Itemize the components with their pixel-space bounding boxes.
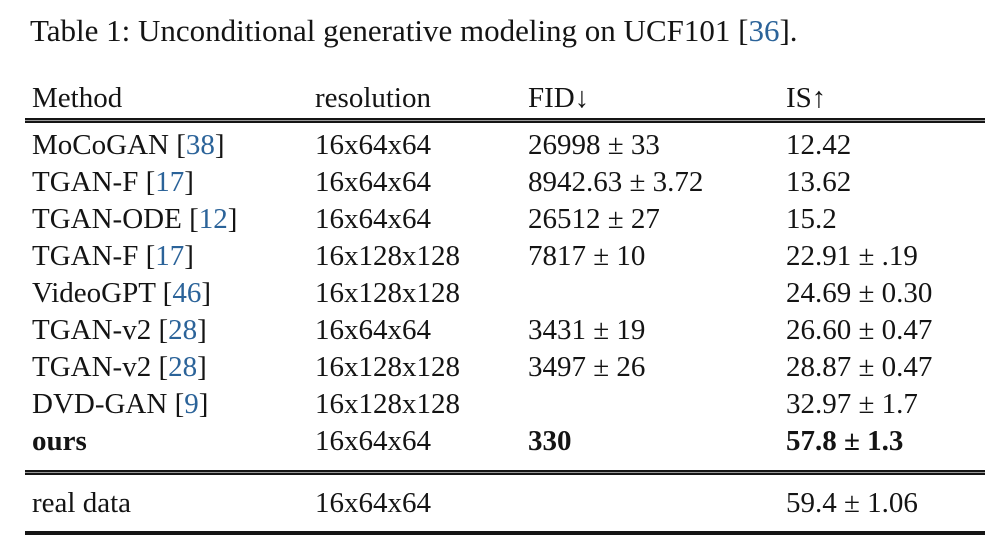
method-cell: TGAN-F [17] xyxy=(25,238,315,275)
citation-link[interactable]: 38 xyxy=(185,129,215,161)
citation-link[interactable]: 12 xyxy=(198,203,228,235)
caption-citation-link[interactable]: 36 xyxy=(748,13,780,48)
fid-cell xyxy=(528,386,786,423)
cite-open-bracket: [ xyxy=(155,277,173,309)
is-cell: 26.60 ± 0.47 xyxy=(786,314,933,346)
cite-close-bracket: ] xyxy=(184,240,194,272)
table-row-real-data: real data 16x64x64 59.4 ± 1.06 xyxy=(25,475,985,531)
cite-open-bracket: [ xyxy=(181,203,199,235)
header-is: IS↑ xyxy=(786,82,827,114)
resolution-cell: 16x64x64 xyxy=(315,203,431,235)
cite-open-bracket: [ xyxy=(151,351,169,383)
is-cell: 32.97 ± 1.7 xyxy=(786,388,918,420)
citation-link[interactable]: 17 xyxy=(155,240,185,272)
method-cell: TGAN-v2 [28] xyxy=(25,312,315,349)
is-cell: 24.69 ± 0.30 xyxy=(786,277,933,309)
table-row: TGAN-F [17] 16x64x64 8942.63 ± 3.72 13.6… xyxy=(25,164,985,201)
cite-close-bracket: ] xyxy=(184,166,194,198)
table-row: TGAN-ODE [12] 16x64x64 26512 ± 27 15.2 xyxy=(25,201,985,238)
citation-link[interactable]: 9 xyxy=(184,388,199,420)
cite-close-bracket: ] xyxy=(227,203,238,235)
method-name: TGAN-v2 xyxy=(32,314,152,346)
caption-text: Table 1: Unconditional generative modeli… xyxy=(30,13,731,48)
resolution-cell: 16x64x64 xyxy=(315,166,431,198)
table-row: VideoGPT [46] 16x128x128 24.69 ± 0.30 xyxy=(25,275,985,312)
fid-cell xyxy=(528,275,786,312)
table-row: MoCoGAN [38] 16x64x64 26998 ± 33 12.42 xyxy=(25,127,985,164)
fid-cell: 26998 ± 33 xyxy=(528,129,660,161)
method-cell: ours xyxy=(32,425,87,457)
table-row: DVD-GAN [9] 16x128x128 32.97 ± 1.7 xyxy=(25,386,985,423)
caption-suffix: ]. xyxy=(779,13,798,48)
resolution-cell: 16x128x128 xyxy=(315,277,460,309)
cite-open-bracket: [ xyxy=(168,129,186,161)
is-cell: 12.42 xyxy=(786,129,852,161)
method-cell: real data xyxy=(32,487,132,519)
citation-link[interactable]: 28 xyxy=(168,351,198,383)
header-method: Method xyxy=(32,82,123,114)
caption-cite-open-bracket: [ xyxy=(730,13,749,48)
fid-cell: 3431 ± 19 xyxy=(528,314,646,346)
cite-close-bracket: ] xyxy=(214,129,225,161)
header-fid: FID↓ xyxy=(528,82,590,114)
table-body: MoCoGAN [38] 16x64x64 26998 ± 33 12.42 T… xyxy=(25,127,985,460)
method-name: TGAN-ODE xyxy=(32,203,182,235)
results-table: Method resolution FID↓ IS↑ MoCoGAN [38] … xyxy=(25,78,985,535)
table-row: TGAN-v2 [28] 16x64x64 3431 ± 19 26.60 ± … xyxy=(25,312,985,349)
method-name: TGAN-F xyxy=(32,166,139,198)
table-caption: Table 1: Unconditional generative modeli… xyxy=(30,12,798,50)
method-name: VideoGPT xyxy=(32,277,156,309)
method-cell: TGAN-ODE [12] xyxy=(25,201,315,238)
resolution-cell: 16x128x128 xyxy=(315,240,460,272)
table-row: TGAN-F [17] 16x128x128 7817 ± 10 22.91 ±… xyxy=(25,238,985,275)
method-name: TGAN-v2 xyxy=(32,351,152,383)
method-cell: TGAN-v2 [28] xyxy=(25,349,315,386)
cite-close-bracket: ] xyxy=(197,351,207,383)
is-cell: 28.87 ± 0.47 xyxy=(786,351,933,383)
is-cell: 57.8 ± 1.3 xyxy=(786,425,904,457)
header-rule xyxy=(25,118,985,123)
footer-rule xyxy=(25,470,985,475)
citation-link[interactable]: 28 xyxy=(168,314,198,346)
method-cell: VideoGPT [46] xyxy=(25,275,315,312)
is-cell: 13.62 xyxy=(786,166,852,198)
cite-open-bracket: [ xyxy=(151,314,169,346)
is-cell: 15.2 xyxy=(786,203,837,235)
method-name: MoCoGAN xyxy=(32,129,169,161)
citation-link[interactable]: 46 xyxy=(172,277,202,309)
resolution-cell: 16x128x128 xyxy=(315,388,460,420)
fid-cell: 3497 ± 26 xyxy=(528,351,646,383)
method-name: DVD-GAN xyxy=(32,388,168,420)
resolution-cell: 16x128x128 xyxy=(315,351,460,383)
citation-link[interactable]: 17 xyxy=(155,166,185,198)
table-row-ours: ours 16x64x64 330 57.8 ± 1.3 xyxy=(25,423,985,460)
table-header-row: Method resolution FID↓ IS↑ xyxy=(25,78,985,118)
cite-open-bracket: [ xyxy=(138,166,156,198)
cite-open-bracket: [ xyxy=(138,240,156,272)
fid-cell xyxy=(528,475,786,531)
table-row: TGAN-v2 [28] 16x128x128 3497 ± 26 28.87 … xyxy=(25,349,985,386)
fid-cell: 26512 ± 27 xyxy=(528,203,660,235)
fid-cell: 7817 ± 10 xyxy=(528,240,646,272)
resolution-cell: 16x64x64 xyxy=(315,129,431,161)
method-cell: TGAN-F [17] xyxy=(25,164,315,201)
cite-close-bracket: ] xyxy=(198,388,209,420)
cite-close-bracket: ] xyxy=(197,314,207,346)
cite-close-bracket: ] xyxy=(201,277,211,309)
resolution-cell: 16x64x64 xyxy=(315,487,431,519)
is-cell: 22.91 ± .19 xyxy=(786,240,918,272)
method-cell: MoCoGAN [38] xyxy=(25,127,315,164)
bottom-rule xyxy=(25,531,985,535)
resolution-cell: 16x64x64 xyxy=(315,425,431,457)
header-resolution: resolution xyxy=(315,82,431,114)
is-cell: 59.4 ± 1.06 xyxy=(786,487,918,519)
fid-cell: 8942.63 ± 3.72 xyxy=(528,166,704,198)
cite-open-bracket: [ xyxy=(167,388,185,420)
fid-cell: 330 xyxy=(528,425,572,457)
method-name: TGAN-F xyxy=(32,240,139,272)
method-cell: DVD-GAN [9] xyxy=(25,386,315,423)
resolution-cell: 16x64x64 xyxy=(315,314,431,346)
